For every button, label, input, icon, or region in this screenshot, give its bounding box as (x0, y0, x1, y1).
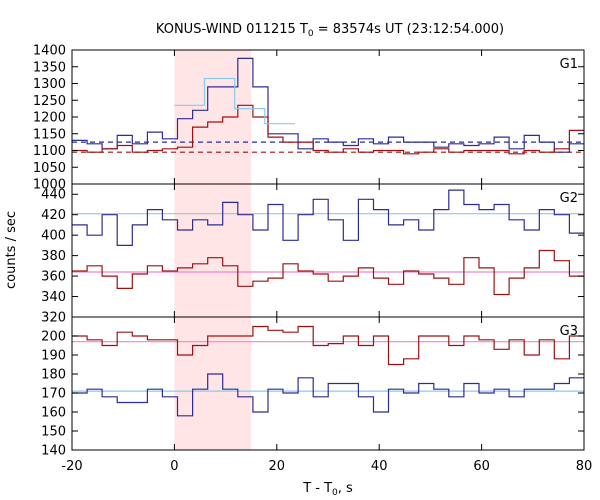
y-tick-label: 1350 (33, 60, 66, 75)
y-tick-label: 1000 (33, 178, 66, 193)
x-tick-label: 20 (269, 459, 286, 474)
x-tick-label: 80 (576, 459, 593, 474)
y-tick-label: 1400 (33, 44, 66, 59)
x-tick-label: 0 (170, 459, 178, 474)
series-g1-light-blue (174, 77, 295, 125)
series-g2-blue (72, 189, 584, 246)
x-tick-label: 60 (473, 459, 490, 474)
y-tick-label: 140 (41, 444, 66, 459)
y-tick-label: 340 (41, 290, 66, 305)
y-tick-label: 1050 (33, 161, 66, 176)
panel-g2: 320 340 360 380 400 420 440 G2 (41, 183, 585, 326)
y-tick-label: 1300 (33, 77, 66, 92)
y-tick-label: 190 (41, 349, 66, 364)
y-tick-label: 380 (41, 249, 66, 264)
y-axis-label: counts / sec (4, 211, 19, 289)
y-tick-label: 1250 (33, 94, 66, 109)
x-tick-label: 40 (371, 459, 388, 474)
y-tick-label: 360 (41, 270, 66, 285)
y-tick-label: 1150 (33, 127, 66, 142)
series-g3-blue (72, 373, 584, 417)
y-tick-label: 1200 (33, 111, 66, 126)
y-tick-label: 440 (41, 188, 66, 203)
y-tick-label: 150 (41, 425, 66, 440)
panel-label-g2: G2 (560, 191, 578, 206)
y-tick-label: 170 (41, 387, 66, 402)
series-g1-blue (72, 57, 584, 153)
y-tick-label: 180 (41, 368, 66, 383)
series-g1-red (72, 104, 584, 155)
y-tick-label: 1100 (33, 144, 66, 159)
panel-g3: 140 150 160 170 180 190 200 G3 (41, 316, 585, 459)
chart-title: KONUS-WIND 011215 T0 = 83574s UT (23:12:… (156, 22, 504, 39)
x-axis-label: T - T0, s (302, 481, 353, 498)
y-tick-label: 160 (41, 406, 66, 421)
y-tick-label: 320 (41, 311, 66, 326)
panels: 100010501100115012001250130013501400G132… (33, 44, 585, 459)
x-tick-labels: -20 0 20 40 60 80 (61, 459, 592, 474)
series-g3-red (72, 325, 584, 366)
panel-label-g1: G1 (560, 57, 578, 72)
panel-label-g3: G3 (560, 324, 578, 339)
series-g2-red (72, 249, 584, 296)
y-tick-label: 200 (41, 330, 66, 345)
shaded-interval (174, 50, 252, 450)
y-tick-label: 420 (41, 208, 66, 223)
panel-frame-g1 (71, 49, 585, 185)
panel-frame-g3 (71, 316, 585, 451)
x-tick-label: -20 (61, 459, 82, 474)
y-tick-label: 400 (41, 229, 66, 244)
